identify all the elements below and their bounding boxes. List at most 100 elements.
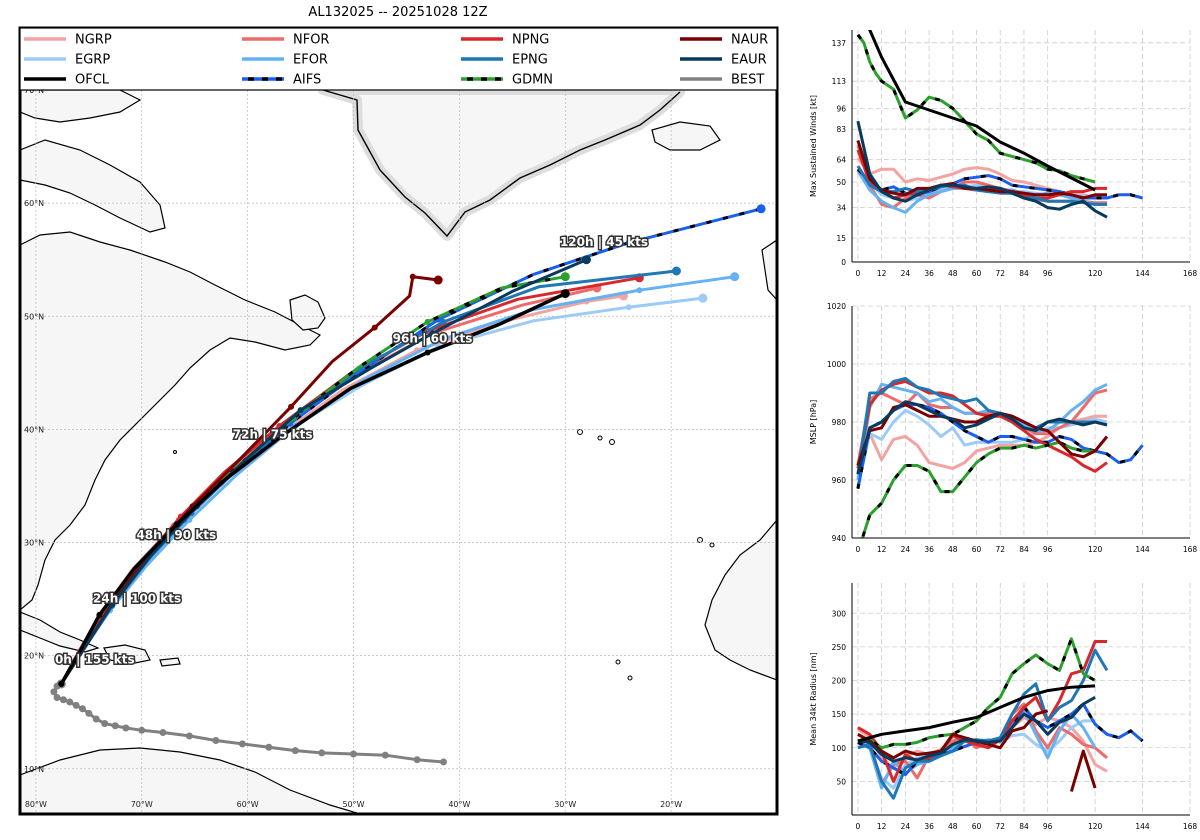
panel-y-tick-label: 50 <box>836 777 846 786</box>
track-point-best <box>291 747 299 755</box>
panel-x-tick-label: 36 <box>924 269 934 278</box>
track-end-aifs <box>756 204 766 214</box>
panel-y-tick-label: 300 <box>832 609 847 618</box>
panel-x-tick-label: 72 <box>995 822 1005 831</box>
azores-island <box>577 429 583 435</box>
panel-x-tick-label: 144 <box>1135 822 1150 831</box>
cuba <box>20 611 100 653</box>
hispaniola <box>103 644 151 665</box>
greenland-coast <box>322 90 681 238</box>
track-point-best <box>78 705 86 713</box>
track-point-best <box>66 698 74 706</box>
panel-x-tick-label: 48 <box>948 269 958 278</box>
panel-x-tick-label: 84 <box>1019 822 1029 831</box>
track-point-naur <box>409 273 416 280</box>
iceland <box>651 121 721 151</box>
track-end-eaur <box>581 255 591 265</box>
landmasses <box>20 90 777 814</box>
panel-y-tick-label: 96 <box>836 104 846 113</box>
panel-x-tick-label: 12 <box>877 822 887 831</box>
forecast-annotation: 72h | 75 kts <box>233 427 313 441</box>
lon-tick-label: 20°W <box>660 800 682 809</box>
track-point-best <box>111 722 119 730</box>
azores-island <box>609 439 615 445</box>
track-end-naur <box>433 275 443 285</box>
forecast-annotation: 0h | 155 kts <box>55 653 135 667</box>
lat-tick-label: 60°N <box>24 199 44 208</box>
figure-title: AL132025 -- 20251028 12Z <box>308 5 487 20</box>
track-point-ofcl <box>424 349 431 356</box>
north-america <box>20 231 322 611</box>
panel-x-tick-label: 96 <box>1043 822 1053 831</box>
series-naur <box>856 139 1107 200</box>
panel-x-tick-label: 36 <box>924 545 934 554</box>
radius-panel: 0 12 24 36 48 60 72 84 96 120 144 168 50 100 150 200 250… <box>809 583 1197 831</box>
panel-y-tick-label: 83 <box>836 125 846 134</box>
panel-x-tick-label: 120 <box>1088 269 1103 278</box>
series-efor <box>856 382 1108 481</box>
british-isles <box>761 239 777 301</box>
legend-label: AIFS <box>293 73 321 88</box>
track-point-efor <box>440 335 447 342</box>
panel-x-tick-label: 0 <box>856 545 861 554</box>
track-point-efor <box>636 287 643 294</box>
lon-tick-label: 40°W <box>448 800 470 809</box>
legend-label: GDMN <box>512 73 553 88</box>
forecast-annotation: 96h | 60 kts <box>393 331 473 345</box>
panel-x-tick-label: 60 <box>972 545 982 554</box>
track-point-best <box>53 693 61 701</box>
legend-label: OFCL <box>75 73 110 88</box>
lon-tick-label: 70°W <box>131 800 153 809</box>
track-point-best <box>59 696 67 704</box>
panel-y-tick-label: 940 <box>832 534 847 543</box>
newfoundland <box>289 294 326 331</box>
track-annotations: 0h | 155 kts 24h | 100 kts 48h | 90 kts 72h… <box>53 234 649 668</box>
lat-tick-label: 30°N <box>24 539 44 548</box>
lat-tick-label: 10°N <box>24 765 44 774</box>
wind-panel: 0 12 24 36 48 60 72 84 96 120 144 168 0 15 34 50 64 83 96 1… <box>809 30 1197 278</box>
series-epng <box>856 165 1107 206</box>
lon-tick-label: 80°W <box>25 800 47 809</box>
panel-y-tick-label: 1000 <box>827 360 846 369</box>
track-point-best <box>185 732 193 740</box>
panel-x-tick-label: 144 <box>1135 545 1150 554</box>
track-point-best <box>101 720 109 727</box>
legend-label: NFOR <box>293 33 329 48</box>
series-eaur <box>856 120 1108 219</box>
track-point-eaur <box>297 407 304 414</box>
lon-tick-label: 50°W <box>342 800 364 809</box>
track-point-egrp <box>625 304 632 311</box>
track-point-naur <box>371 324 378 331</box>
africa <box>704 519 777 681</box>
panel-x-tick-label: 120 <box>1088 545 1103 554</box>
panel-x-tick-label: 96 <box>1043 545 1053 554</box>
panel-background <box>852 30 1190 262</box>
track-point-best <box>265 743 273 751</box>
legend-label: EGRP <box>75 53 110 68</box>
panel-x-tick-label: 144 <box>1135 269 1150 278</box>
arctic-islands <box>20 90 142 123</box>
panel-x-tick-label: 24 <box>901 545 911 554</box>
track-point-best <box>159 729 167 737</box>
panel-x-tick-label: 12 <box>877 269 887 278</box>
forecast-annotation: 48h | 90 kts <box>136 528 216 542</box>
canary-island <box>709 542 715 548</box>
series-eaur <box>856 400 1108 475</box>
track-point-best <box>85 709 93 717</box>
forecast-annotation: 120h | 45 kts <box>560 235 648 249</box>
track-end-gdmn <box>560 272 570 282</box>
series-naur <box>857 709 1049 760</box>
series-ofcl <box>867 30 1096 192</box>
forecast-annotation: 24h | 100 kts <box>93 591 181 605</box>
track-point-best <box>238 740 246 748</box>
track-point-epng <box>440 318 447 325</box>
series-eaur <box>857 695 1096 763</box>
baffin-island <box>20 139 166 233</box>
legend-label: EFOR <box>293 53 328 68</box>
track-point-eaur <box>109 601 116 608</box>
panel-x-tick-label: 48 <box>948 545 958 554</box>
series-aifs-dash <box>856 168 1143 200</box>
panel-y-tick-label: 150 <box>832 710 847 719</box>
track-end-ofcl <box>560 289 570 299</box>
panel-x-tick-label: 84 <box>1019 269 1029 278</box>
